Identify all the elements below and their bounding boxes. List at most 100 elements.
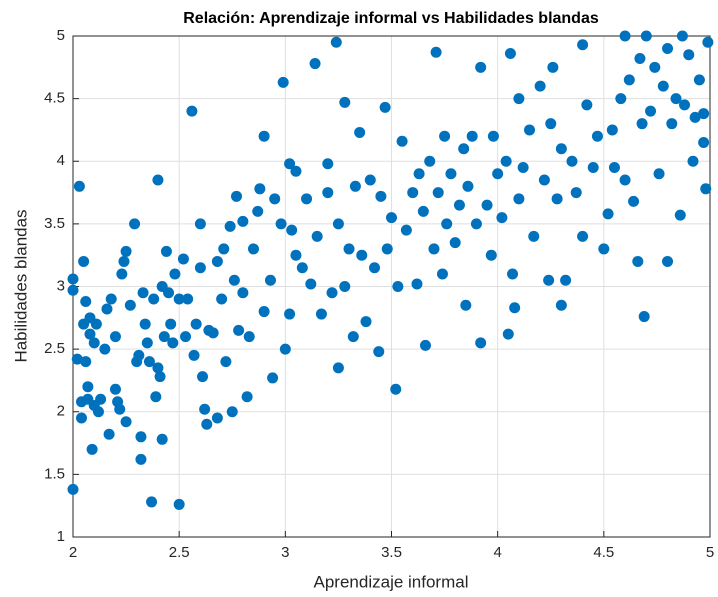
point [475, 337, 487, 349]
point [445, 168, 457, 180]
point [551, 193, 563, 205]
y-tick-label: 1.5 [44, 465, 65, 482]
point [188, 349, 200, 361]
y-tick-label: 2 [57, 403, 65, 420]
point [216, 293, 228, 305]
point [638, 311, 650, 323]
point [364, 174, 376, 186]
point [173, 498, 185, 510]
point [419, 339, 431, 351]
point [693, 74, 705, 86]
point [201, 418, 213, 430]
point [258, 130, 270, 142]
point [243, 331, 255, 343]
point [135, 453, 147, 465]
point [636, 118, 648, 130]
point [241, 391, 253, 403]
point [360, 316, 372, 328]
point [432, 187, 444, 199]
point [207, 327, 219, 339]
point [154, 371, 166, 383]
point [628, 195, 640, 207]
point [496, 212, 508, 224]
point [269, 193, 281, 205]
point [392, 281, 404, 292]
point [135, 431, 147, 443]
point [492, 168, 504, 180]
point [163, 287, 175, 299]
point [373, 346, 385, 358]
y-tick-label: 5 [57, 27, 65, 44]
point [640, 30, 652, 42]
point [116, 268, 128, 280]
point [513, 193, 525, 205]
x-tick-label: 4 [493, 544, 501, 561]
point [687, 155, 699, 167]
point [237, 215, 249, 227]
point [400, 224, 412, 236]
point [279, 343, 291, 355]
point [702, 36, 714, 48]
point [424, 155, 436, 167]
y-tick-label: 3 [57, 277, 65, 294]
point [390, 383, 402, 395]
point [322, 158, 334, 170]
point [305, 278, 317, 290]
point [619, 30, 631, 42]
point [67, 483, 79, 495]
point [254, 183, 266, 195]
point [689, 111, 701, 123]
y-tick-label: 4.5 [44, 90, 65, 107]
point [615, 93, 627, 105]
point [570, 187, 582, 199]
point [326, 287, 338, 299]
point [547, 61, 559, 73]
point [449, 237, 461, 249]
point [290, 165, 302, 177]
x-tick-label: 3.5 [381, 544, 402, 561]
point [485, 249, 497, 261]
point [347, 331, 359, 343]
point [481, 199, 493, 211]
point [152, 362, 164, 374]
point [137, 287, 149, 299]
point [228, 274, 240, 286]
point [386, 212, 397, 224]
point [173, 293, 185, 305]
point [396, 135, 408, 147]
point [662, 43, 674, 55]
point [180, 331, 192, 343]
point [645, 105, 657, 117]
point [591, 130, 603, 142]
point [165, 318, 177, 330]
point [349, 180, 361, 192]
point [197, 371, 209, 383]
point [339, 96, 351, 108]
point [676, 30, 688, 42]
point [101, 303, 113, 315]
point [428, 243, 440, 255]
point [80, 356, 92, 368]
point [290, 249, 302, 261]
point [534, 80, 546, 92]
point [114, 403, 126, 415]
x-tick-label: 5 [706, 544, 714, 561]
point [439, 130, 451, 142]
point [608, 162, 620, 174]
point [88, 337, 100, 349]
point [517, 162, 529, 174]
point [653, 168, 665, 180]
point [133, 349, 145, 361]
point [581, 99, 593, 111]
point [211, 412, 223, 424]
chart-title: Relación: Aprendizaje informal vs Habili… [183, 10, 599, 27]
point [462, 180, 474, 192]
point [700, 183, 712, 195]
point [662, 255, 674, 267]
point [500, 155, 512, 167]
point [343, 243, 355, 255]
point [379, 101, 391, 113]
x-tick-label: 4.5 [593, 544, 614, 561]
point [224, 220, 236, 232]
